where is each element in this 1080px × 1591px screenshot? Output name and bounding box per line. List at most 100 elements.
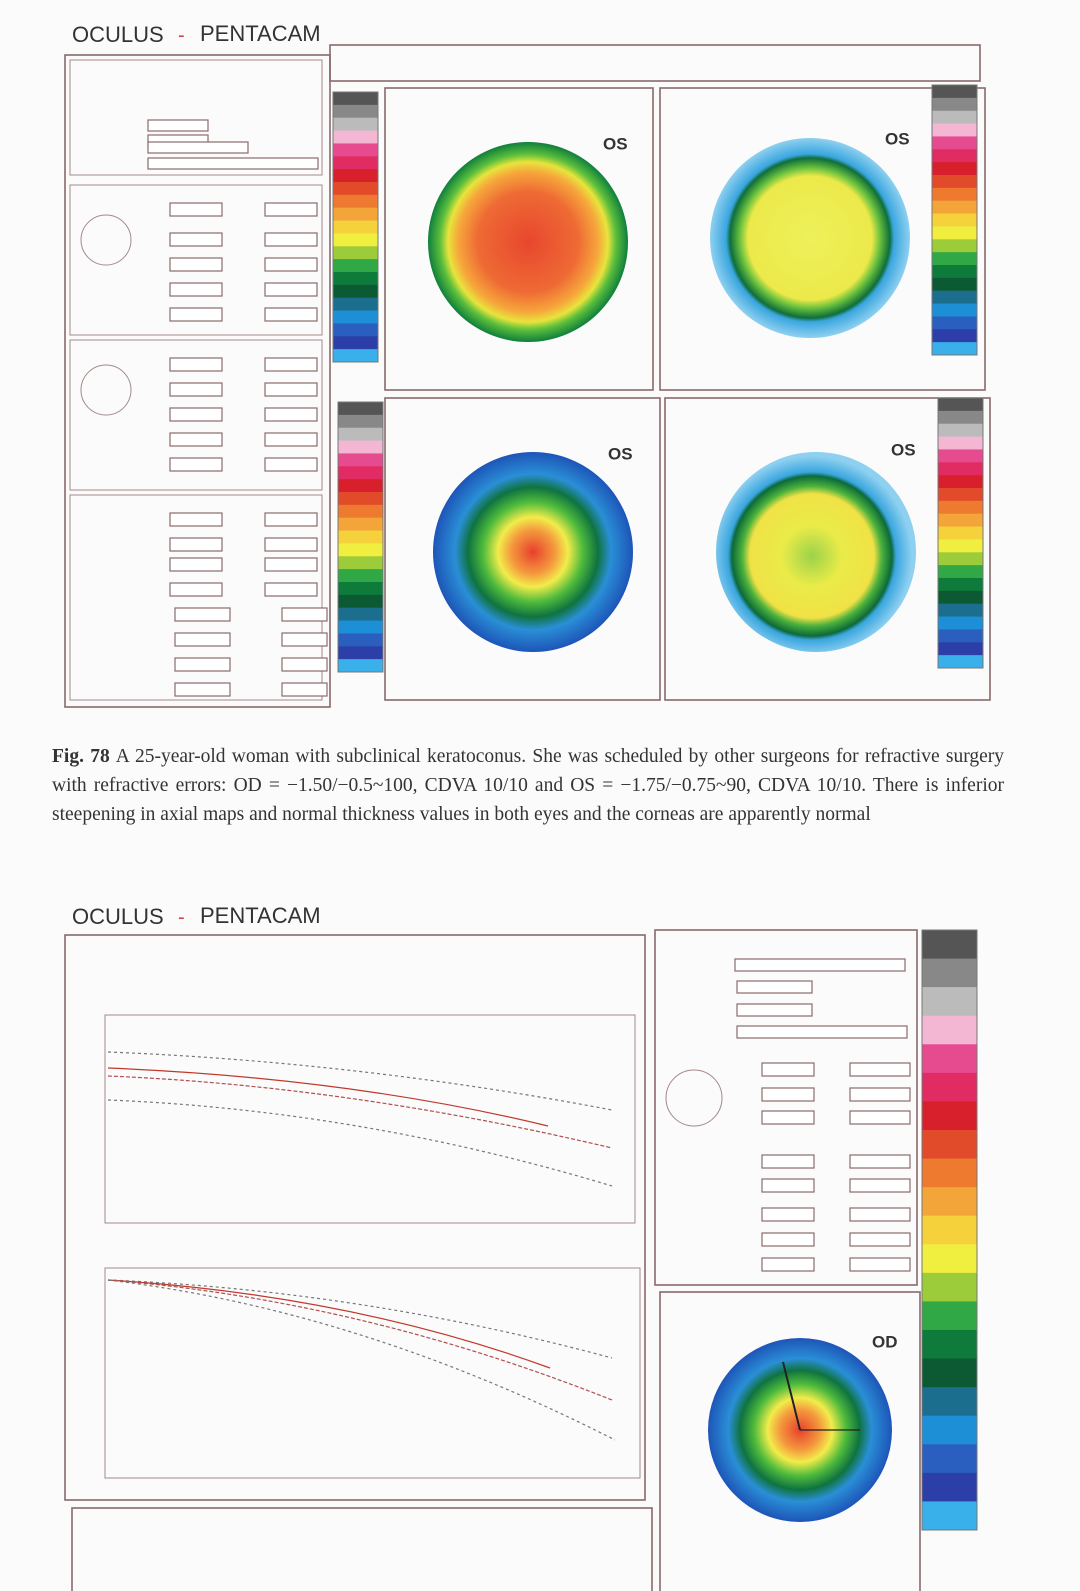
color-step	[333, 182, 378, 196]
color-step	[922, 1472, 977, 1502]
color-step	[938, 642, 983, 656]
color-step	[338, 492, 383, 506]
color-step	[938, 629, 983, 643]
front-box	[69, 184, 323, 336]
color-step	[932, 226, 977, 240]
color-step	[922, 958, 977, 988]
color-step	[932, 136, 977, 150]
color-step	[922, 1301, 977, 1331]
color-step	[938, 449, 983, 463]
color-step	[932, 213, 977, 227]
field	[849, 1207, 911, 1222]
color-step	[338, 402, 383, 416]
field	[264, 357, 318, 372]
graphs-panel	[64, 934, 646, 1501]
field	[169, 457, 223, 472]
field	[147, 141, 249, 154]
field	[264, 557, 318, 572]
color-step	[333, 297, 378, 312]
color-step	[922, 930, 977, 960]
separator: -	[178, 24, 185, 46]
caption-text: A 25-year-old woman with subclinical ker…	[52, 746, 1004, 825]
field	[761, 1207, 815, 1222]
color-step	[922, 1044, 977, 1074]
product: PENTACAM	[200, 903, 321, 928]
field	[761, 1087, 815, 1102]
field	[169, 202, 223, 217]
color-step	[932, 97, 977, 112]
color-step	[333, 169, 378, 183]
field	[264, 202, 318, 217]
field	[169, 232, 223, 247]
color-step	[338, 569, 383, 583]
field	[849, 1154, 911, 1169]
refraction-header	[329, 44, 981, 82]
graph	[104, 1014, 636, 1224]
color-scale-frame	[921, 929, 978, 1531]
field	[147, 119, 209, 132]
field	[169, 257, 223, 272]
brand: OCULUS	[72, 22, 164, 47]
field	[761, 1178, 815, 1193]
field	[734, 958, 906, 972]
field	[169, 432, 223, 447]
patient-box	[69, 59, 323, 176]
color-step	[922, 1244, 977, 1274]
color-step	[932, 110, 977, 125]
fields	[147, 119, 328, 697]
field	[264, 512, 318, 527]
field	[147, 157, 319, 170]
brand: OCULUS	[72, 904, 164, 929]
field	[849, 1232, 911, 1247]
color-step	[938, 398, 983, 412]
eye-label: OD	[872, 1332, 898, 1351]
color-scales	[921, 929, 978, 1531]
field	[736, 1003, 813, 1017]
color-step	[932, 187, 977, 202]
field	[761, 1110, 815, 1125]
color-step	[922, 987, 977, 1017]
map-panel	[664, 397, 991, 701]
curve	[107, 1279, 616, 1441]
color-step	[932, 85, 977, 99]
field	[281, 682, 328, 697]
color-step	[932, 342, 977, 356]
color-step	[338, 646, 383, 660]
color-step	[338, 479, 383, 493]
color-step	[922, 1415, 977, 1445]
color-step	[932, 265, 977, 279]
color-step	[922, 1387, 977, 1417]
color-step	[333, 272, 378, 286]
color-step	[938, 462, 983, 476]
color-step	[338, 414, 383, 429]
field	[169, 557, 223, 572]
curve	[107, 1279, 613, 1359]
back-box	[69, 339, 323, 491]
color-step	[938, 526, 983, 540]
color-step	[922, 1330, 977, 1360]
color-step	[338, 543, 383, 557]
color-scale-frame	[337, 401, 384, 673]
field	[169, 307, 223, 322]
color-step	[922, 1158, 977, 1188]
axial-map	[428, 142, 628, 342]
color-step	[338, 466, 383, 480]
eye-label: OS	[608, 444, 633, 463]
field	[169, 537, 223, 552]
eye-label: OS	[891, 440, 916, 459]
color-step	[922, 1501, 977, 1531]
map-panel	[659, 87, 986, 391]
pachy-box	[69, 494, 323, 701]
field	[264, 382, 318, 397]
color-step	[938, 423, 983, 438]
color-step	[932, 303, 977, 317]
color-step	[932, 252, 977, 266]
field	[264, 282, 318, 297]
field	[264, 307, 318, 322]
color-step	[922, 1444, 977, 1474]
field	[264, 407, 318, 422]
field	[169, 512, 223, 527]
color-step	[938, 513, 983, 528]
